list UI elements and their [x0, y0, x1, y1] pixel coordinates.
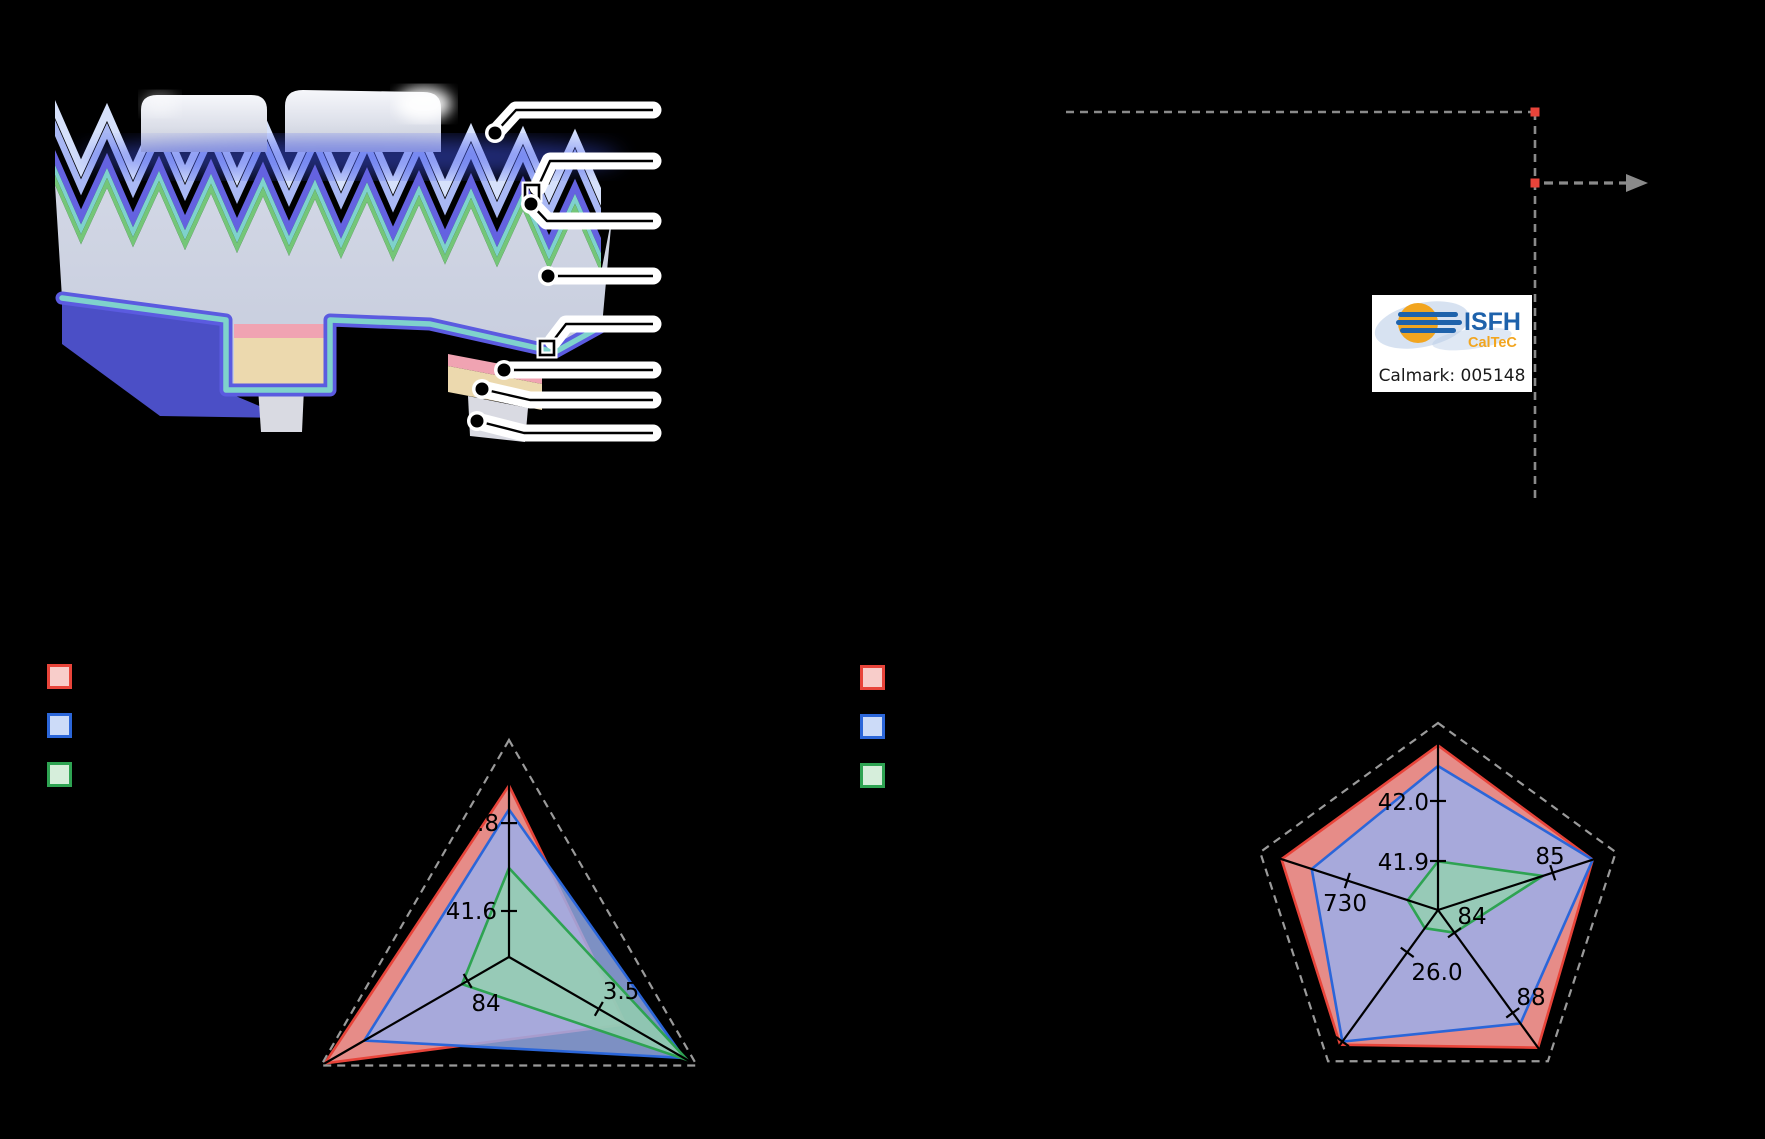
radar-spoke: [1327, 909, 1439, 1062]
blue-glow: [80, 137, 620, 177]
front-band-green: [55, 175, 601, 274]
callout-front-surface-anchor-dot: [524, 197, 538, 211]
callout-rear-stack-detail-leader: [552, 322, 653, 342]
radar-outline-dashed: [1258, 721, 1618, 1063]
silicon-bulk: [55, 185, 612, 390]
radar-tick: [1335, 1036, 1350, 1048]
radar-tick-label: 84: [1457, 904, 1486, 930]
radar-tick-label: 730: [1323, 891, 1367, 917]
electrode-highlight: [396, 87, 452, 121]
callout-front-stack-detail-leader: [536, 159, 653, 188]
triangle-radar: .8 41.6 84 3.5: [319, 737, 699, 1067]
radar-charts: .8 41.6 84 3.5 42.0 41.9 730 85 84 88 26.0: [319, 721, 1618, 1067]
callout-front-electrode-leader: [494, 108, 653, 134]
callout-rear-tan-layer-leader: [481, 387, 653, 402]
radar-tick: [1400, 946, 1415, 958]
logo-stripes-icon: [1396, 312, 1462, 333]
legend-swatch-green: [860, 763, 885, 788]
radar-tick: [1505, 1007, 1520, 1019]
radar-tick-label: 84: [471, 991, 500, 1017]
jv-mpp-indicator: [1066, 107, 1648, 498]
rear-pink-layer: [234, 324, 326, 338]
radar-tick: [1549, 864, 1557, 881]
radar-tick-label: 42.0: [1378, 790, 1429, 816]
mpp-marker: [1530, 107, 1540, 117]
triangle-radar-series-green: [460, 866, 689, 1062]
callout-rear-contact-leader: [476, 419, 653, 435]
legend-swatch-green: [47, 762, 72, 787]
legend-panel-c: [47, 664, 72, 811]
electrode-highlight-2: [142, 92, 178, 116]
radar-spoke: [1437, 851, 1617, 912]
legend-swatch-blue: [860, 714, 885, 739]
layer-callouts: [467, 101, 662, 442]
legend-swatch-red: [860, 665, 885, 690]
radar-tick-label: 26.0: [1411, 960, 1462, 986]
calibration-badge: ISFH CalTeC Calmark: 005148: [1372, 295, 1532, 392]
front-metal-electrodes: [141, 87, 452, 152]
rear-pillar-left: [258, 388, 304, 432]
radar-outline-dashed: [319, 737, 699, 1067]
callout-front-electrode-anchor-dot: [488, 126, 502, 140]
radar-tick-label: 85: [1535, 844, 1564, 870]
rear-border-teal: [59, 295, 605, 393]
callout-front-electrode-casing: [486, 101, 662, 142]
radar-tick-label: 41.9: [1378, 850, 1429, 876]
radar-tick: [462, 973, 473, 989]
isfh-caltec-logo: ISFH CalTeC: [1374, 301, 1521, 351]
solar-cell-3d-schematic: [55, 87, 620, 442]
mpp-marker: [1530, 178, 1540, 188]
rear-left-face: [62, 300, 288, 418]
logo-org-text: ISFH: [1464, 308, 1521, 336]
legend-panel-d: [860, 665, 885, 812]
front-band-blue: [55, 150, 601, 254]
front-layer-stack: [55, 150, 612, 390]
front-band-teal: [55, 165, 601, 264]
radar-tick-label: .8: [477, 811, 499, 837]
radar-tick: [593, 1001, 604, 1017]
legend-swatch-blue: [47, 713, 72, 738]
callout-rear-tan-layer-anchor-dot: [475, 382, 489, 396]
pentagon-radar: 42.0 41.9 730 85 84 88 26.0: [1258, 721, 1618, 1063]
radar-tick: [1343, 872, 1351, 889]
radar-tick-label: 3.5: [603, 979, 640, 1005]
radar-spoke: [508, 956, 698, 1067]
radar-tick: [1447, 927, 1462, 939]
logo-brush-stroke-2: [1432, 327, 1512, 351]
rear-tan-layer: [234, 338, 326, 388]
callout-rear-contact-anchor-dot: [470, 414, 484, 428]
radar-tick-label: 88: [1516, 985, 1545, 1011]
logo-unit-text: CalTeC: [1468, 335, 1517, 351]
legend-swatch-red: [47, 664, 72, 689]
radar-spoke: [1437, 909, 1549, 1062]
radar-tick-label: 41.6: [446, 899, 497, 925]
callout-rear-stack-detail-anchor-square: [538, 339, 556, 357]
callout-rear-pink-layer-anchor-dot: [497, 363, 511, 377]
callout-bulk-anchor-dot: [541, 269, 555, 283]
arrow-head-icon: [1626, 174, 1648, 192]
radar-spoke: [320, 956, 510, 1067]
radar-spoke: [1259, 851, 1439, 912]
calmark-number: Calmark: 005148: [1378, 366, 1526, 386]
